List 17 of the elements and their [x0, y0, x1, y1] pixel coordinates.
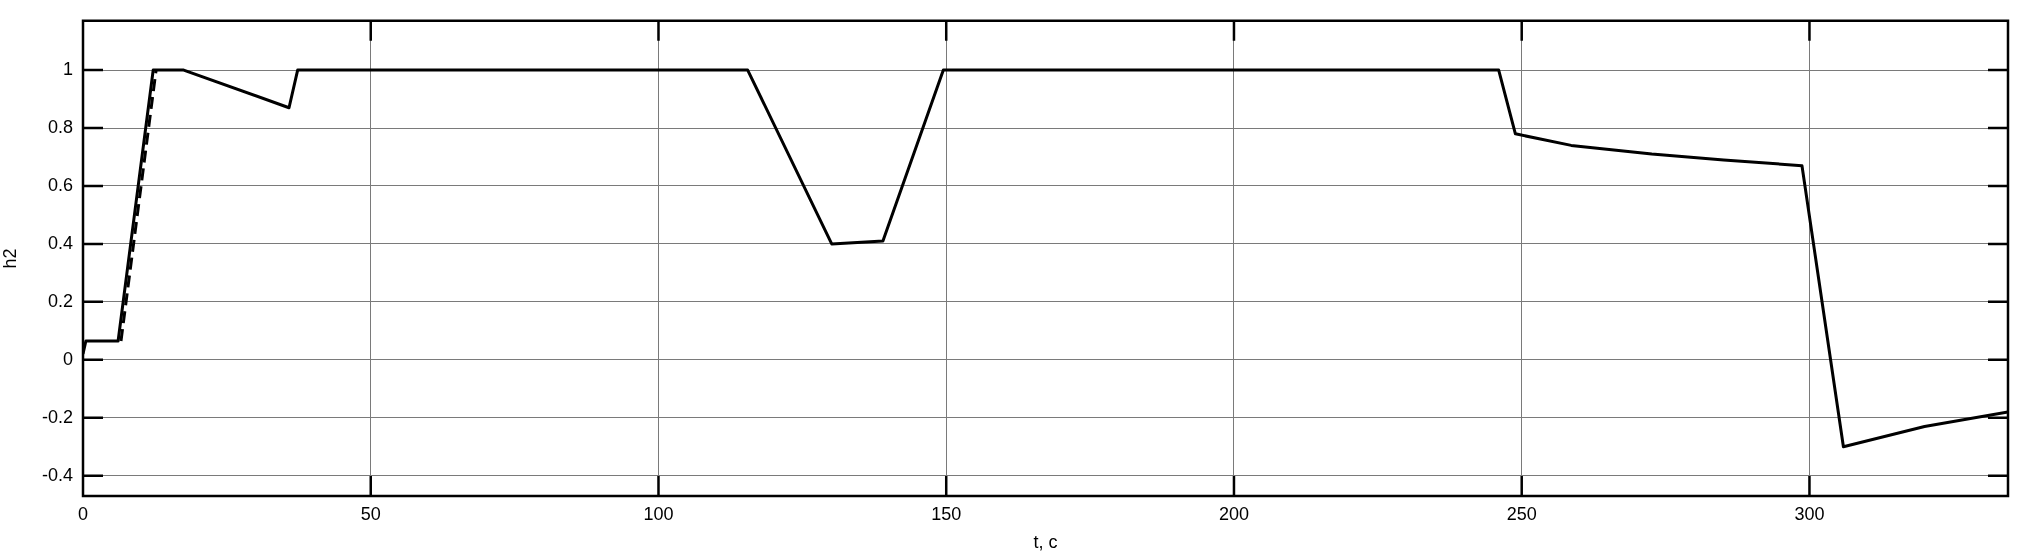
x-tick-label: 150 [931, 503, 962, 524]
y-tick-label: 0.4 [47, 232, 73, 253]
y-axis-title: h2 [0, 248, 20, 269]
x-tick-label: 200 [1218, 503, 1249, 524]
x-tick-label: 100 [643, 503, 674, 524]
y-tick-label: -0.4 [41, 464, 73, 485]
y-tick-label: 0 [62, 348, 73, 369]
x-tick-label: 50 [360, 503, 381, 524]
y-tick-label: -0.2 [41, 406, 73, 427]
y-tick-label: 0.6 [47, 174, 73, 195]
y-tick-label: 0.8 [47, 116, 73, 137]
x-tick-label: 0 [77, 503, 89, 524]
y-tick-label: 0.2 [47, 290, 73, 311]
y-tick-label: 1 [62, 59, 73, 80]
x-tick-label: 250 [1506, 503, 1537, 524]
x-axis-title: t, с [1033, 532, 1058, 553]
x-tick-label: 300 [1794, 503, 1825, 524]
